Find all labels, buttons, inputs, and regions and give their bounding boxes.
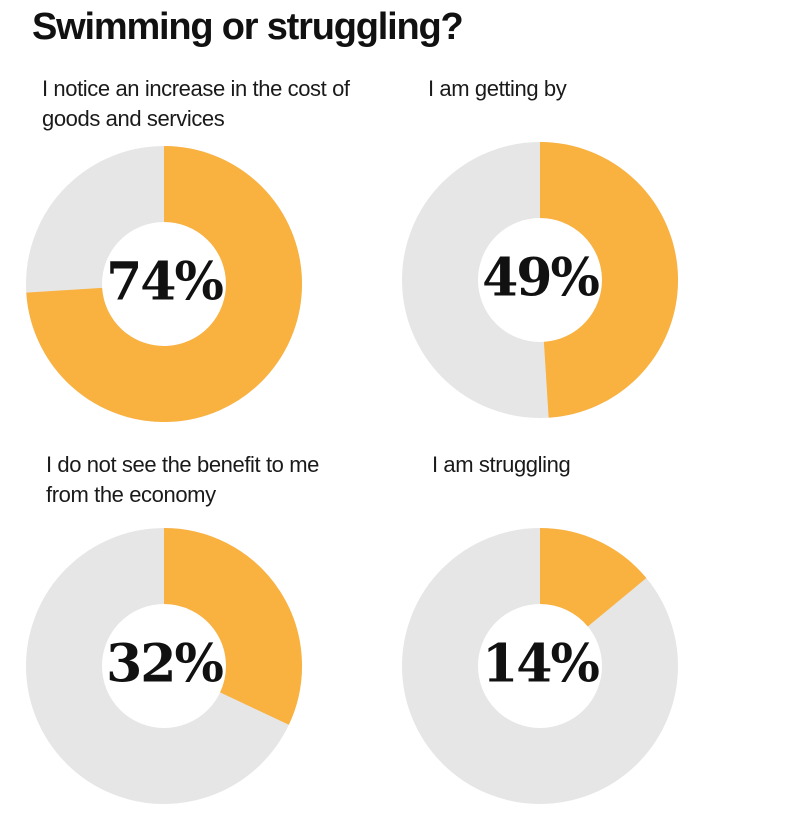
page-title: Swimming or struggling? — [32, 6, 464, 48]
chart-label-line: from the economy — [46, 482, 216, 507]
donut-value-label: 49% — [482, 248, 599, 309]
chart-label: I do not see the benefit to me from the … — [46, 450, 426, 510]
chart-panel-struggling: I am struggling 14% — [402, 450, 800, 830]
chart-label-line: I am getting by — [428, 76, 567, 101]
chart-label: I am struggling — [432, 450, 800, 480]
donut-value-arc — [26, 146, 302, 422]
donut-value-label: 74% — [106, 252, 223, 313]
chart-label: I notice an increase in the cost of good… — [42, 74, 422, 134]
donut-value-arc — [538, 142, 678, 418]
donut-value-label: 32% — [106, 634, 223, 695]
chart-label: I am getting by — [428, 74, 800, 104]
chart-panel-no-benefit: I do not see the benefit to me from the … — [26, 450, 426, 830]
donut-chart: 74% — [26, 146, 302, 422]
chart-label-line: I do not see the benefit to me — [46, 452, 319, 477]
chart-label-line: I notice an increase in the cost of — [42, 76, 350, 101]
chart-panel-getting-by: I am getting by 49% — [402, 74, 800, 454]
chart-label-line: goods and services — [42, 106, 225, 131]
donut-chart: 14% — [402, 528, 678, 804]
chart-label-line: I am struggling — [432, 452, 571, 477]
donut-value-arc — [538, 528, 647, 628]
donut-chart: 49% — [402, 142, 678, 418]
donut-value-arc — [162, 528, 302, 725]
chart-panel-cost-increase: I notice an increase in the cost of good… — [26, 74, 422, 454]
donut-value-label: 14% — [482, 634, 599, 695]
donut-chart: 32% — [26, 528, 302, 804]
